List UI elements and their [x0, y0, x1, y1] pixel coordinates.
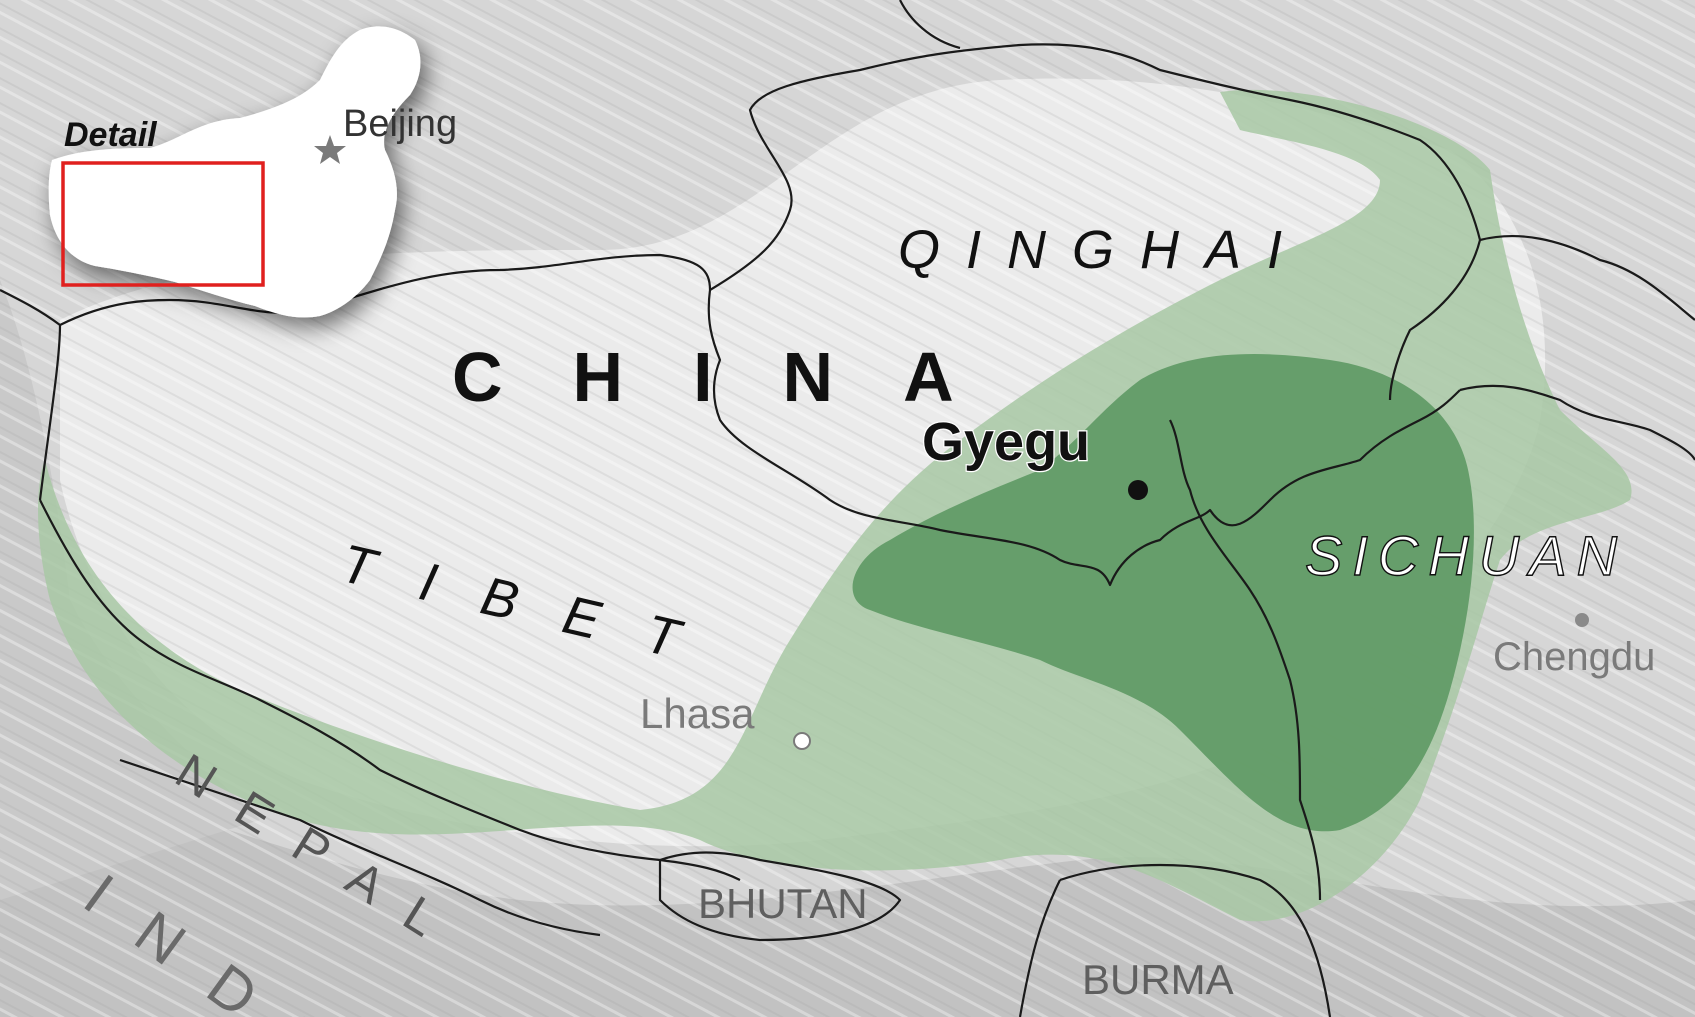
chengdu-marker-icon	[1575, 613, 1589, 627]
border-northeast	[1479, 234, 1695, 321]
border-nepal-south	[119, 758, 601, 937]
label-burma: BURMA	[1082, 956, 1234, 1003]
border-nepal-india	[39, 499, 741, 881]
city-chengdu-label: Chengdu	[1493, 635, 1655, 679]
border-bhutan	[658, 851, 902, 942]
zone-dark	[852, 354, 1474, 832]
inset-beijing-label: Beijing	[343, 103, 457, 145]
label-bhutan: BHUTAN	[698, 880, 868, 927]
lhasa-marker-icon	[793, 732, 811, 750]
border-burma-west	[1018, 879, 1061, 1017]
inset-china-silhouette	[48, 26, 421, 318]
border-qinghai-north	[709, 43, 1482, 401]
border-burma	[1059, 863, 1332, 1017]
label-sichuan: SICHUAN	[1305, 524, 1627, 587]
inset-detail-box	[61, 161, 265, 287]
beijing-star-icon	[314, 135, 346, 164]
city-gyegu-label: Gyegu	[922, 412, 1090, 472]
border-north	[899, 0, 961, 50]
inset-detail-label: Detail	[64, 116, 158, 154]
border-sichuan-east	[1459, 384, 1695, 461]
city-lhasa-label: Lhasa	[640, 690, 755, 737]
label-china: CHINA	[452, 338, 1024, 416]
border-qinghai-tibet	[59, 253, 1461, 587]
inset-locator	[48, 26, 421, 318]
border-northwest	[0, 289, 62, 501]
label-qinghai: QINGHAI	[898, 220, 1308, 280]
gyegu-marker-icon	[1128, 480, 1148, 500]
border-tibet-sichuan	[1169, 419, 1322, 901]
